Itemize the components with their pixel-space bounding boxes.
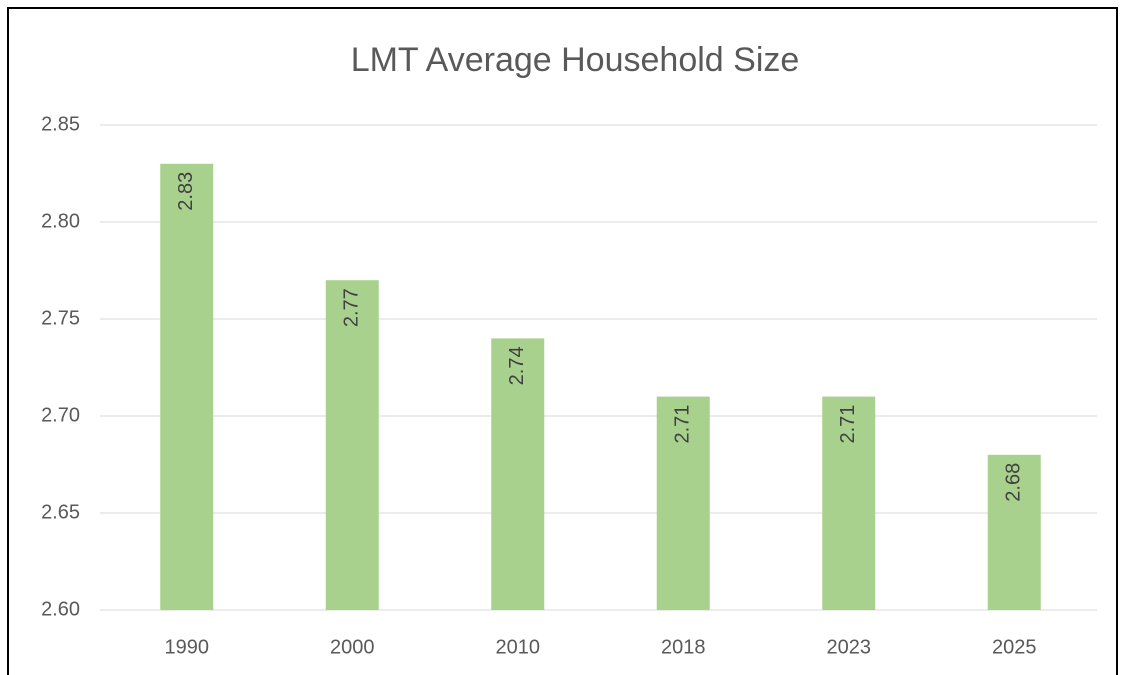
- bar: [491, 338, 545, 610]
- y-tick-label: 2.70: [41, 404, 80, 426]
- y-tick-label: 2.65: [41, 501, 80, 523]
- data-label: 2.71: [837, 405, 859, 444]
- chart-title: LMT Average Household Size: [351, 41, 800, 79]
- x-tick-label: 1990: [165, 636, 210, 658]
- x-tick-label: 2018: [661, 636, 706, 658]
- data-label: 2.68: [1003, 463, 1025, 502]
- bar: [822, 396, 876, 610]
- bar: [656, 396, 710, 610]
- x-tick-label: 2023: [827, 636, 872, 658]
- bar: [325, 280, 379, 610]
- data-label: 2.77: [341, 288, 363, 327]
- y-tick-label: 2.60: [41, 598, 80, 620]
- x-tick-label: 2010: [496, 636, 541, 658]
- y-tick-label: 2.80: [41, 210, 80, 232]
- data-label: 2.83: [175, 172, 197, 211]
- y-tick-label: 2.85: [41, 113, 80, 135]
- bar: [987, 454, 1041, 610]
- y-tick-label: 2.75: [41, 307, 80, 329]
- data-label: 2.74: [506, 346, 528, 385]
- data-label: 2.71: [672, 405, 694, 444]
- x-tick-label: 2025: [992, 636, 1037, 658]
- bar: [160, 163, 214, 611]
- x-tick-label: 2000: [330, 636, 375, 658]
